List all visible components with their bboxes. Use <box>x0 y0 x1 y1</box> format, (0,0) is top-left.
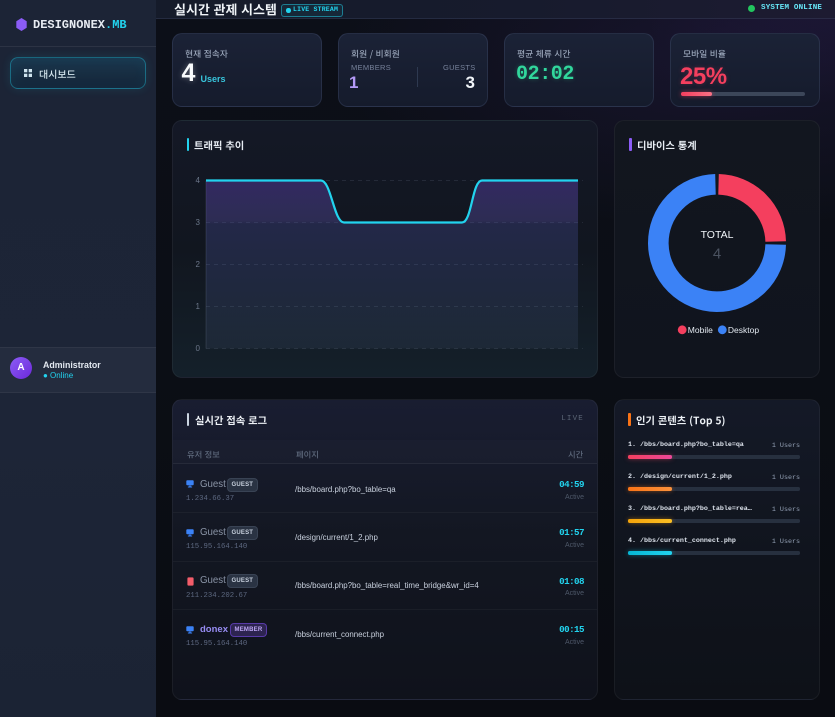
svg-text:Desktop: Desktop <box>728 325 759 335</box>
svg-text:2: 2 <box>196 260 201 269</box>
svg-text:TOTAL: TOTAL <box>701 229 734 241</box>
svg-text:1: 1 <box>196 302 201 311</box>
svg-text:Mobile: Mobile <box>688 325 713 335</box>
svg-text:4: 4 <box>196 176 201 185</box>
svg-text:4: 4 <box>713 246 721 263</box>
svg-text:3: 3 <box>196 218 201 227</box>
svg-text:0: 0 <box>196 344 201 353</box>
